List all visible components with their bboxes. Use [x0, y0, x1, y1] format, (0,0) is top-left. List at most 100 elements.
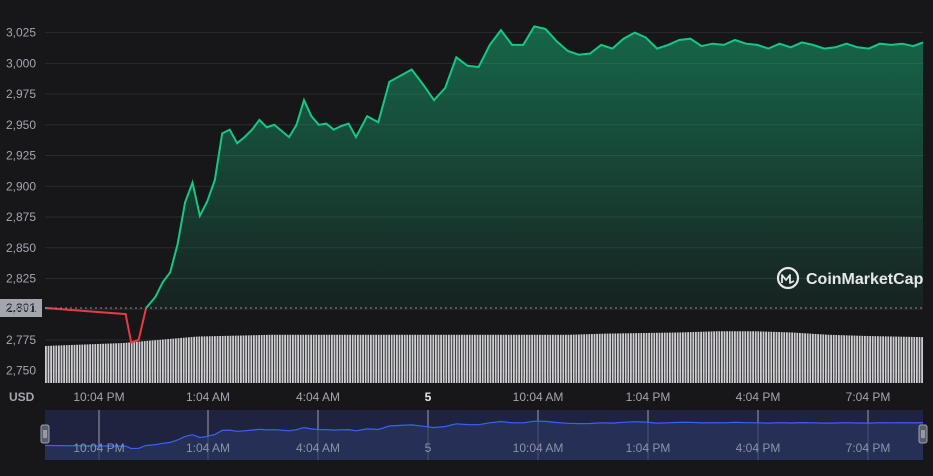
volume-bar	[372, 334, 375, 383]
volume-bar	[598, 333, 601, 383]
volume-bar	[838, 335, 840, 383]
volume-bar	[71, 344, 73, 383]
navigator-handle-right[interactable]	[918, 424, 928, 444]
volume-bar	[305, 334, 307, 383]
volume-bar	[362, 334, 364, 383]
range-navigator[interactable]: 10:04 PM 1:04 AM 4:04 AM 5 10:04 AM 1:04 PM 4:…	[40, 410, 928, 460]
volume-bar	[367, 334, 370, 383]
volume-bar	[76, 344, 78, 383]
volume-bar	[390, 334, 393, 383]
volume-bar	[240, 335, 242, 383]
volume-bar	[216, 336, 219, 383]
y-tick-label: 2,850	[6, 241, 36, 255]
volume-bar	[299, 334, 302, 383]
volume-bar	[864, 335, 866, 383]
volume-bar	[117, 343, 120, 383]
y-tick-label: 2,825	[6, 271, 36, 285]
volume-bar	[754, 331, 757, 383]
volume-bar	[783, 332, 786, 383]
volume-bar	[523, 334, 526, 383]
volume-bar	[705, 331, 708, 383]
volume-bar	[604, 333, 606, 383]
volume-bar	[882, 336, 884, 383]
volume-bar	[234, 335, 237, 383]
volume-bar	[624, 333, 627, 383]
volume-bar	[336, 334, 338, 383]
volume-bar	[895, 336, 897, 383]
volume-bar	[650, 332, 653, 383]
volume-bar	[45, 345, 47, 383]
y-tick-label: 2,925	[6, 149, 36, 163]
volume-bar	[112, 343, 115, 383]
volume-bar	[671, 332, 674, 383]
volume-bar	[385, 334, 388, 383]
volume-bar	[528, 334, 531, 383]
y-tick-label: 2,900	[6, 179, 36, 193]
volume-bar	[206, 336, 208, 383]
navigator-tick-label: 10:04 PM	[73, 441, 124, 455]
volume-bar	[825, 334, 827, 383]
volume-bar	[762, 331, 765, 383]
volume-bar	[897, 336, 900, 383]
volume-bar	[115, 343, 117, 383]
volume-bar	[695, 331, 697, 383]
volume-bar	[601, 333, 604, 383]
volume-bar	[302, 334, 305, 383]
baseline-label-bg	[0, 299, 42, 317]
volume-bar	[120, 343, 123, 383]
volume-bar	[515, 334, 518, 383]
volume-bar	[146, 340, 149, 383]
volume-bar	[539, 334, 541, 383]
volume-bar	[884, 336, 887, 383]
volume-bar	[65, 345, 68, 383]
volume-bar	[723, 331, 726, 383]
price-area	[44, 25, 924, 344]
volume-bar	[861, 335, 864, 383]
volume-bar	[565, 334, 567, 383]
volume-bar	[773, 331, 775, 383]
volume-bar	[468, 334, 471, 383]
volume-bar	[731, 331, 734, 383]
volume-bar	[554, 334, 557, 383]
volume-bar	[728, 331, 731, 383]
y-tick-label: 2,975	[6, 87, 36, 101]
volume-bar	[918, 337, 921, 383]
volume-bar	[159, 339, 162, 383]
volume-bar	[778, 332, 780, 383]
volume-bar	[481, 334, 484, 383]
volume-bar	[471, 334, 474, 383]
volume-bar	[869, 336, 871, 383]
volume-bar	[377, 334, 380, 383]
volume-bar	[466, 334, 468, 383]
volume-bar	[463, 334, 466, 383]
volume-bar	[172, 338, 175, 383]
volume-bar	[874, 336, 877, 383]
volume-bar	[177, 338, 180, 383]
volume-bar	[123, 342, 125, 383]
volume-bar	[812, 333, 814, 383]
volume-bar	[567, 334, 570, 383]
volume-bar	[791, 332, 793, 383]
volume-bar	[718, 331, 721, 383]
volume-bar	[513, 334, 515, 383]
volume-bar	[86, 344, 89, 383]
volume-bar	[393, 334, 396, 383]
volume-bar	[476, 334, 479, 383]
volume-bar	[507, 334, 510, 383]
volume-bar	[887, 336, 890, 383]
volume-bar	[611, 333, 614, 383]
navigator-handle-left[interactable]	[40, 424, 50, 444]
volume-bar	[47, 345, 50, 383]
volume-bar	[211, 336, 214, 383]
volume-bar	[593, 333, 596, 383]
volume-bar	[502, 334, 505, 383]
volume-bar	[310, 334, 312, 383]
volume-bar	[741, 331, 744, 383]
volume-bar	[489, 334, 492, 383]
volume-bar	[700, 331, 702, 383]
volume-bar	[505, 334, 507, 383]
volume-bar	[63, 345, 65, 383]
volume-bar	[203, 336, 206, 383]
volume-bar	[190, 337, 193, 383]
navigator-tick-label: 7:04 PM	[846, 441, 891, 455]
